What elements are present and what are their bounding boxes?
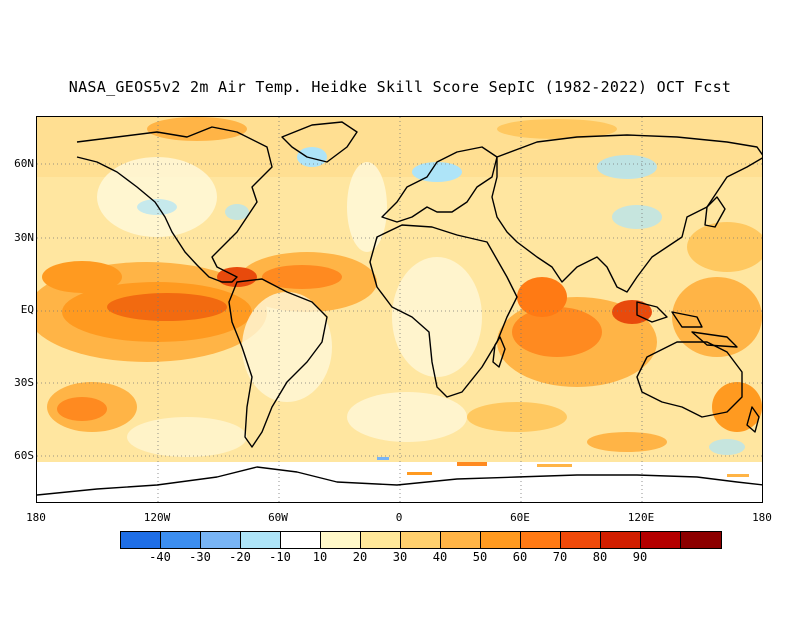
skill-score-map xyxy=(37,117,762,502)
chart-title: NASA_GEOS5v2 2m Air Temp. Heidke Skill S… xyxy=(68,78,732,96)
colorbar-swatch xyxy=(161,532,201,548)
lon-label-60e: 60E xyxy=(510,511,530,524)
colorbar-swatch xyxy=(561,532,601,548)
colorbar-swatch xyxy=(641,532,681,548)
colorbar-tick-label: 30 xyxy=(392,550,408,564)
colorbar-swatch xyxy=(361,532,401,548)
colorbar-swatch xyxy=(281,532,321,548)
lon-label-180w: 180 xyxy=(26,511,46,524)
lat-label-30s: 30S xyxy=(14,376,34,389)
colorbar-swatch xyxy=(201,532,241,548)
colorbar-tick-label: 10 xyxy=(312,550,328,564)
colorbar-swatch xyxy=(681,532,721,548)
colorbar xyxy=(120,531,722,549)
colorbar-tick-label: 50 xyxy=(472,550,488,564)
lon-label-120e: 120E xyxy=(627,511,655,524)
colorbar-swatch xyxy=(401,532,441,548)
colorbar-tick-label: -30 xyxy=(189,550,211,564)
colorbar-tick-label: 90 xyxy=(632,550,648,564)
colorbar-swatch xyxy=(121,532,161,548)
lon-label-0: 0 xyxy=(395,511,403,524)
lon-label-120w: 120W xyxy=(143,511,171,524)
colorbar-tick-label: -20 xyxy=(229,550,251,564)
lat-label-60n: 60N xyxy=(14,157,34,170)
colorbar-tick-label: -40 xyxy=(149,550,171,564)
colorbar-tick-label: 20 xyxy=(352,550,368,564)
coastlines xyxy=(37,121,762,496)
lon-label-60w: 60W xyxy=(268,511,288,524)
lat-label-30n: 30N xyxy=(14,231,34,244)
map-panel xyxy=(36,116,763,503)
colorbar-swatch xyxy=(241,532,281,548)
colorbar-tick-label: 80 xyxy=(592,550,608,564)
colorbar-tick-label: 60 xyxy=(512,550,528,564)
negative-skill-patch xyxy=(297,147,327,167)
colorbar-swatch xyxy=(601,532,641,548)
graticule xyxy=(37,117,762,502)
lat-label-60s: 60S xyxy=(14,449,34,462)
colorbar-tick-label: -10 xyxy=(269,550,291,564)
colorbar-swatch xyxy=(441,532,481,548)
colorbar-swatch xyxy=(321,532,361,548)
antarctica-region xyxy=(37,462,762,502)
lat-label-eq: EQ xyxy=(20,303,34,316)
lon-label-180e: 180 xyxy=(752,511,772,524)
colorbar-swatch xyxy=(481,532,521,548)
colorbar-tick-label: 40 xyxy=(432,550,448,564)
colorbar-swatch xyxy=(521,532,561,548)
colorbar-tick-label: 70 xyxy=(552,550,568,564)
